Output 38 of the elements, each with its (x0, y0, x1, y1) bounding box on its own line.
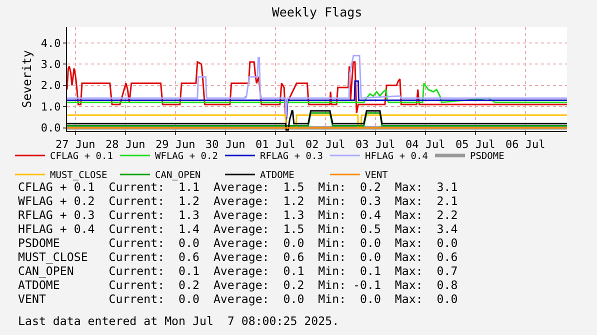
text: VENT Current: 0.0 Average: 0.0 Min: 0.0 Max: 0.0 (18, 292, 458, 306)
legend-label: CAN_OPEN (155, 170, 202, 182)
x-tick-label: 03 Jul (355, 138, 396, 152)
x-tick-label: 30 Jun (205, 138, 246, 152)
legend-label: PSDOME (470, 151, 505, 162)
text: Last data entered at Mon Jul 7 08:00:25 2025. (18, 314, 340, 328)
x-tick-label: 02 Jul (305, 138, 346, 152)
text: PSDOME Current: 0.0 Average: 0.0 Min: 0.0 Max: 0.0 (18, 236, 458, 250)
legend-label: MUST_CLOSE (50, 170, 108, 182)
text: MUST_CLOSE Current: 0.6 Average: 0.6 Min: 0.0 Max: 0.6 (18, 250, 458, 264)
x-tick-label: 04 Jul (405, 138, 446, 152)
x-tick-label: 27 Jun (55, 138, 96, 152)
legend-label: ATDOME (260, 170, 295, 182)
x-tick-label: 28 Jun (105, 138, 146, 152)
legend-label: CFLAG + 0.1 (50, 151, 114, 162)
legend-label: WFLAG + 0.2 (155, 151, 218, 162)
y-tick-label: 2.0 (40, 79, 61, 92)
line-series (67, 54, 567, 118)
legend-label: RFLAG + 0.3 (260, 151, 323, 162)
text: CFLAG + 0.1 Current: 1.1 Average: 1.5 Min: 0.2 Max: 3.1 (18, 180, 458, 194)
text: RFLAG + 0.3 Current: 1.3 Average: 1.3 Min: 0.4 Max: 2.2 (18, 208, 458, 222)
y-tick-label: 4.0 (40, 36, 61, 50)
x-tick-label: 29 Jun (155, 138, 196, 152)
y-tick-label: 3.0 (40, 58, 61, 71)
y-tick-label: 1.0 (40, 100, 61, 114)
text: CAN_OPEN Current: 0.1 Average: 0.1 Min: 0.1 Max: 0.7 (18, 264, 458, 278)
y-axis-title: Severity (20, 50, 34, 108)
text: ATDOME Current: 0.2 Average: 0.2 Min: -0.1 Max: 0.8 (18, 278, 458, 292)
y-tick-label: 0.0 (40, 122, 61, 135)
legend-label: VENT (365, 170, 388, 182)
chart-title: Weekly Flags (272, 4, 362, 20)
text: HFLAG + 0.4 Current: 1.4 Average: 1.5 Min: 0.5 Max: 3.4 (18, 222, 458, 236)
x-tick-label: 01 Jul (255, 138, 296, 152)
text: WFLAG + 0.2 Current: 1.2 Average: 1.2 Min: 0.3 Max: 2.1 (18, 194, 458, 208)
line-series (67, 61, 567, 124)
x-tick-label: 05 Jul (455, 138, 496, 152)
legend-label: HFLAG + 0.4 (365, 151, 428, 162)
x-tick-label: 06 Jul (505, 138, 546, 152)
